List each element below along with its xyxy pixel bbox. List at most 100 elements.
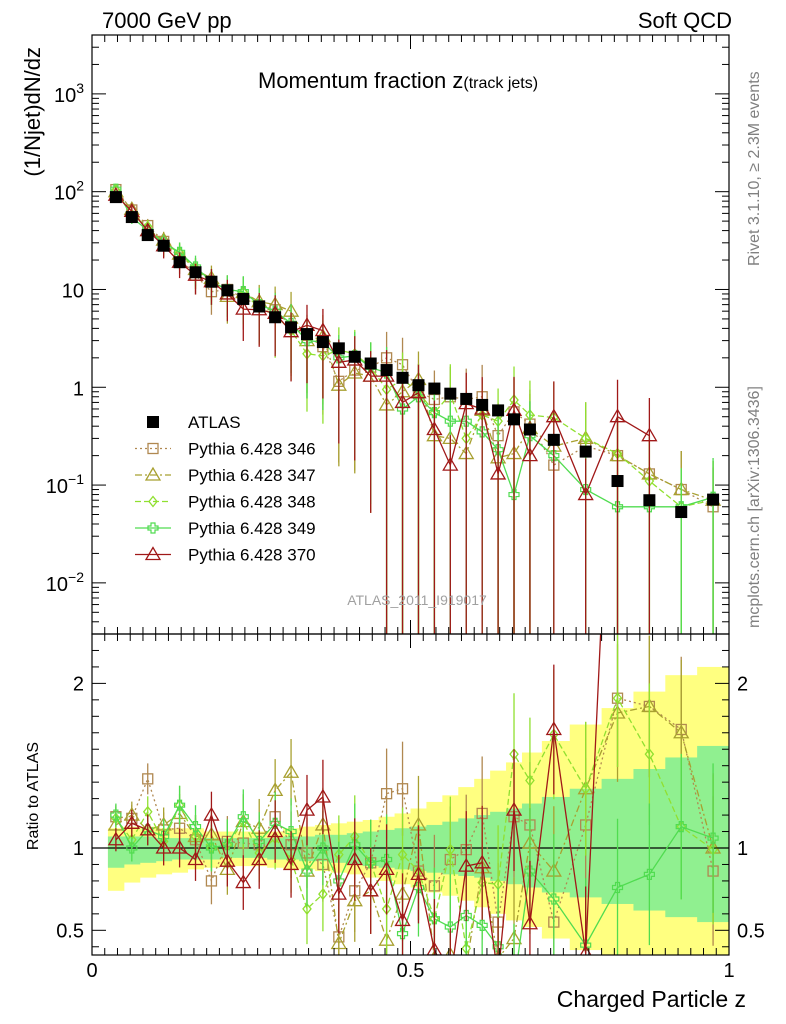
ratio-point — [110, 809, 122, 821]
ratio-point — [346, 851, 363, 866]
ratio-point — [205, 875, 218, 887]
ratio-point — [410, 866, 427, 880]
ratio-point — [643, 868, 655, 880]
legend-label: Pythia 6.428 370 — [188, 546, 316, 565]
atlas-point — [364, 357, 377, 370]
ratio-point — [673, 724, 690, 739]
ratio-series — [107, 248, 656, 986]
green-band-bin — [139, 836, 157, 863]
ratio-point — [251, 851, 268, 866]
legend-marker — [144, 466, 162, 481]
legend-marker — [147, 442, 159, 455]
ratio-point — [580, 782, 591, 795]
header-process-label: Soft QCD — [637, 8, 732, 33]
ratio-point — [675, 821, 687, 833]
atlas-point — [428, 382, 441, 395]
ratio-point — [285, 825, 297, 838]
atlas-point — [189, 266, 202, 279]
atlas-point — [675, 506, 688, 519]
atlas-point — [300, 328, 313, 341]
y-tick-label: 10 — [62, 280, 84, 302]
ratio-y-axis-label: Ratio to ATLAS — [25, 742, 42, 850]
ratio-point — [173, 799, 186, 811]
ratio-point — [189, 821, 202, 833]
x-axis-label: Charged Particle z — [557, 986, 746, 1012]
data-point — [428, 407, 440, 419]
ratio-point — [491, 969, 505, 981]
ratio-point — [302, 902, 312, 915]
data-point — [492, 444, 504, 456]
data-point — [521, 447, 539, 462]
data-point — [580, 432, 591, 445]
atlas-point — [707, 493, 720, 506]
ratio-y-axis-ticks — [92, 649, 729, 948]
ratio-point — [365, 857, 377, 869]
header-energy-label: 7000 GeV pp — [102, 8, 232, 33]
main-panel-frame — [91, 34, 730, 635]
ratio-point — [458, 857, 475, 872]
ratio-point — [171, 839, 188, 854]
ratio-point — [282, 856, 300, 871]
ratio-point — [444, 921, 456, 933]
ratio-point — [545, 721, 562, 736]
data-point — [508, 488, 520, 501]
ratio-point — [642, 248, 656, 260]
ratio-point — [298, 801, 316, 816]
ratio-point — [644, 748, 655, 761]
legend-label: Pythia 6.428 349 — [188, 519, 316, 538]
ratio-point — [707, 832, 719, 844]
atlas-point — [348, 350, 361, 363]
ratio-point — [333, 875, 345, 887]
ratio-point — [459, 960, 473, 972]
ratio-y-tick-label-right: 1 — [737, 838, 748, 860]
ratio-point — [158, 830, 170, 843]
atlas-point — [237, 292, 250, 305]
ratio-point — [301, 865, 313, 877]
legend-marker — [144, 546, 162, 561]
atlas-point — [579, 445, 592, 458]
ratio-point — [253, 835, 265, 848]
ratio-point — [380, 788, 393, 800]
ratio-point — [221, 839, 233, 851]
main-panel-series — [107, 183, 722, 634]
ratio-point — [524, 865, 536, 877]
ratio-point — [318, 888, 328, 901]
ratio-point — [396, 928, 409, 940]
ratio-y-tick-label-right: 0.5 — [737, 920, 765, 942]
x-tick-label: 0 — [86, 960, 97, 982]
legend-label: Pythia 6.428 346 — [188, 440, 316, 459]
ratio-point — [521, 915, 539, 930]
mc-series — [107, 186, 658, 634]
main-y-axis-ticks — [92, 34, 729, 635]
y-tick-label: 102 — [54, 178, 84, 205]
data-point — [426, 421, 443, 436]
ratio-point — [611, 265, 625, 277]
ratio-point — [317, 842, 329, 854]
legend: ATLAS Pythia 6.428 346 Pythia 6.428 347 Pyt… — [135, 413, 316, 565]
ratio-point — [443, 974, 457, 986]
data-point — [235, 300, 252, 315]
ratio-point — [330, 885, 347, 900]
atlas-point — [444, 387, 457, 400]
atlas-point — [173, 256, 186, 269]
data-point — [444, 415, 456, 427]
ratio-point — [378, 861, 395, 876]
y-axis-label: (1/Njet)dN/dz — [20, 47, 45, 177]
legend-label: Pythia 6.428 348 — [188, 493, 316, 512]
data-point — [489, 465, 507, 480]
data-point — [460, 415, 472, 427]
x-tick-label: 0.5 — [397, 960, 425, 982]
atlas-point — [643, 494, 656, 507]
ratio-panel-series — [92, 248, 729, 986]
y-tick-label: 1 — [73, 378, 84, 400]
y-tick-label: 103 — [54, 80, 84, 107]
data-point — [314, 322, 332, 337]
ratio-point — [474, 854, 491, 869]
ratio-point — [397, 848, 408, 861]
atlas-point — [109, 191, 122, 204]
data-point — [476, 426, 488, 438]
data-point — [611, 501, 624, 513]
x-axis-ticks — [91, 35, 730, 955]
data-point — [577, 486, 594, 501]
data-point — [330, 354, 347, 368]
